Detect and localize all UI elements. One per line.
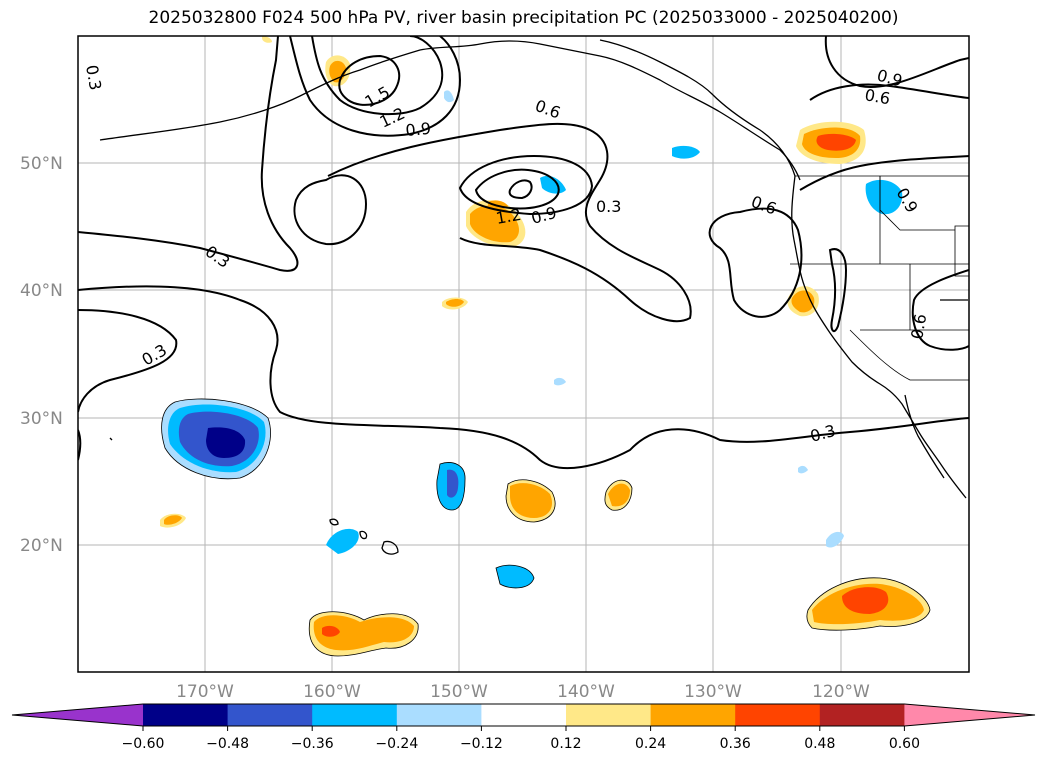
- colorbar-tick-label: 0.12: [550, 736, 581, 752]
- colorbar-tick-label: 0.36: [720, 736, 751, 752]
- colorbar-tick-label: −0.60: [122, 736, 165, 752]
- contour-label: 0.6: [863, 85, 891, 108]
- colorbar-segment: [396, 704, 482, 726]
- map-title: 2025032800 F024 500 hPa PV, river basin …: [148, 8, 899, 28]
- colorbar-tick-label: 0.60: [889, 736, 920, 752]
- pv-contours: [78, 36, 969, 470]
- colorbar-tick-label: −0.24: [375, 736, 418, 752]
- lat-label-50n: 50°N: [20, 154, 63, 174]
- contour-label: 0.9: [405, 119, 432, 140]
- contour-label: 0.6: [907, 312, 930, 340]
- colorbar-segment: [227, 704, 313, 726]
- colorbar: −0.60 −0.48 −0.36 −0.24 −0.12 0.12 0.24 0.36 0.4…: [11, 703, 1036, 752]
- precip-positive: [160, 36, 930, 656]
- contour-label: 1.2: [494, 205, 522, 228]
- lon-label-130w: 130°W: [684, 682, 742, 702]
- blob-outlines: [161, 398, 931, 657]
- lat-label-30n: 30°N: [20, 409, 63, 429]
- colorbar-segment: [143, 704, 229, 726]
- lon-label-160w: 160°W: [303, 682, 361, 702]
- colorbar-segment: [819, 704, 905, 726]
- latitude-labels: 50°N 40°N 30°N 20°N: [20, 154, 63, 556]
- lon-label-170w: 170°W: [176, 682, 234, 702]
- colorbar-segment: [312, 704, 398, 726]
- colorbar-segment: [650, 704, 736, 726]
- coastlines: [99, 39, 968, 555]
- colorbar-tick-label: 0.24: [635, 736, 666, 752]
- colorbar-tick-label: 0.48: [804, 736, 835, 752]
- contour-label: 0.3: [82, 63, 105, 91]
- colorbar-tick-label: −0.48: [206, 736, 249, 752]
- colorbar-segment: [481, 704, 567, 726]
- lon-label-140w: 140°W: [557, 682, 615, 702]
- lat-label-40n: 40°N: [20, 281, 63, 301]
- map-panel: 1.5 1.2 0.9 0.6 0.3 0.3 0.3 1.2 0.9 0.3 …: [78, 36, 969, 672]
- precip-negative: [161, 90, 903, 588]
- lat-label-20n: 20°N: [20, 536, 63, 556]
- lon-label-150w: 150°W: [430, 682, 488, 702]
- colorbar-segment: [735, 704, 821, 726]
- colorbar-segment: [566, 704, 652, 726]
- colorbar-extend-low: [12, 704, 143, 726]
- lon-label-120w: 120°W: [812, 682, 870, 702]
- longitude-labels: 170°W 160°W 150°W 140°W 130°W 120°W: [176, 682, 870, 702]
- contour-label: 0.3: [596, 197, 621, 216]
- colorbar-tick-label: −0.12: [460, 736, 503, 752]
- map-frame: [77, 35, 970, 673]
- colorbar-extend-high: [904, 704, 1035, 726]
- borders: [790, 175, 969, 381]
- colorbar-tick-label: −0.36: [291, 736, 334, 752]
